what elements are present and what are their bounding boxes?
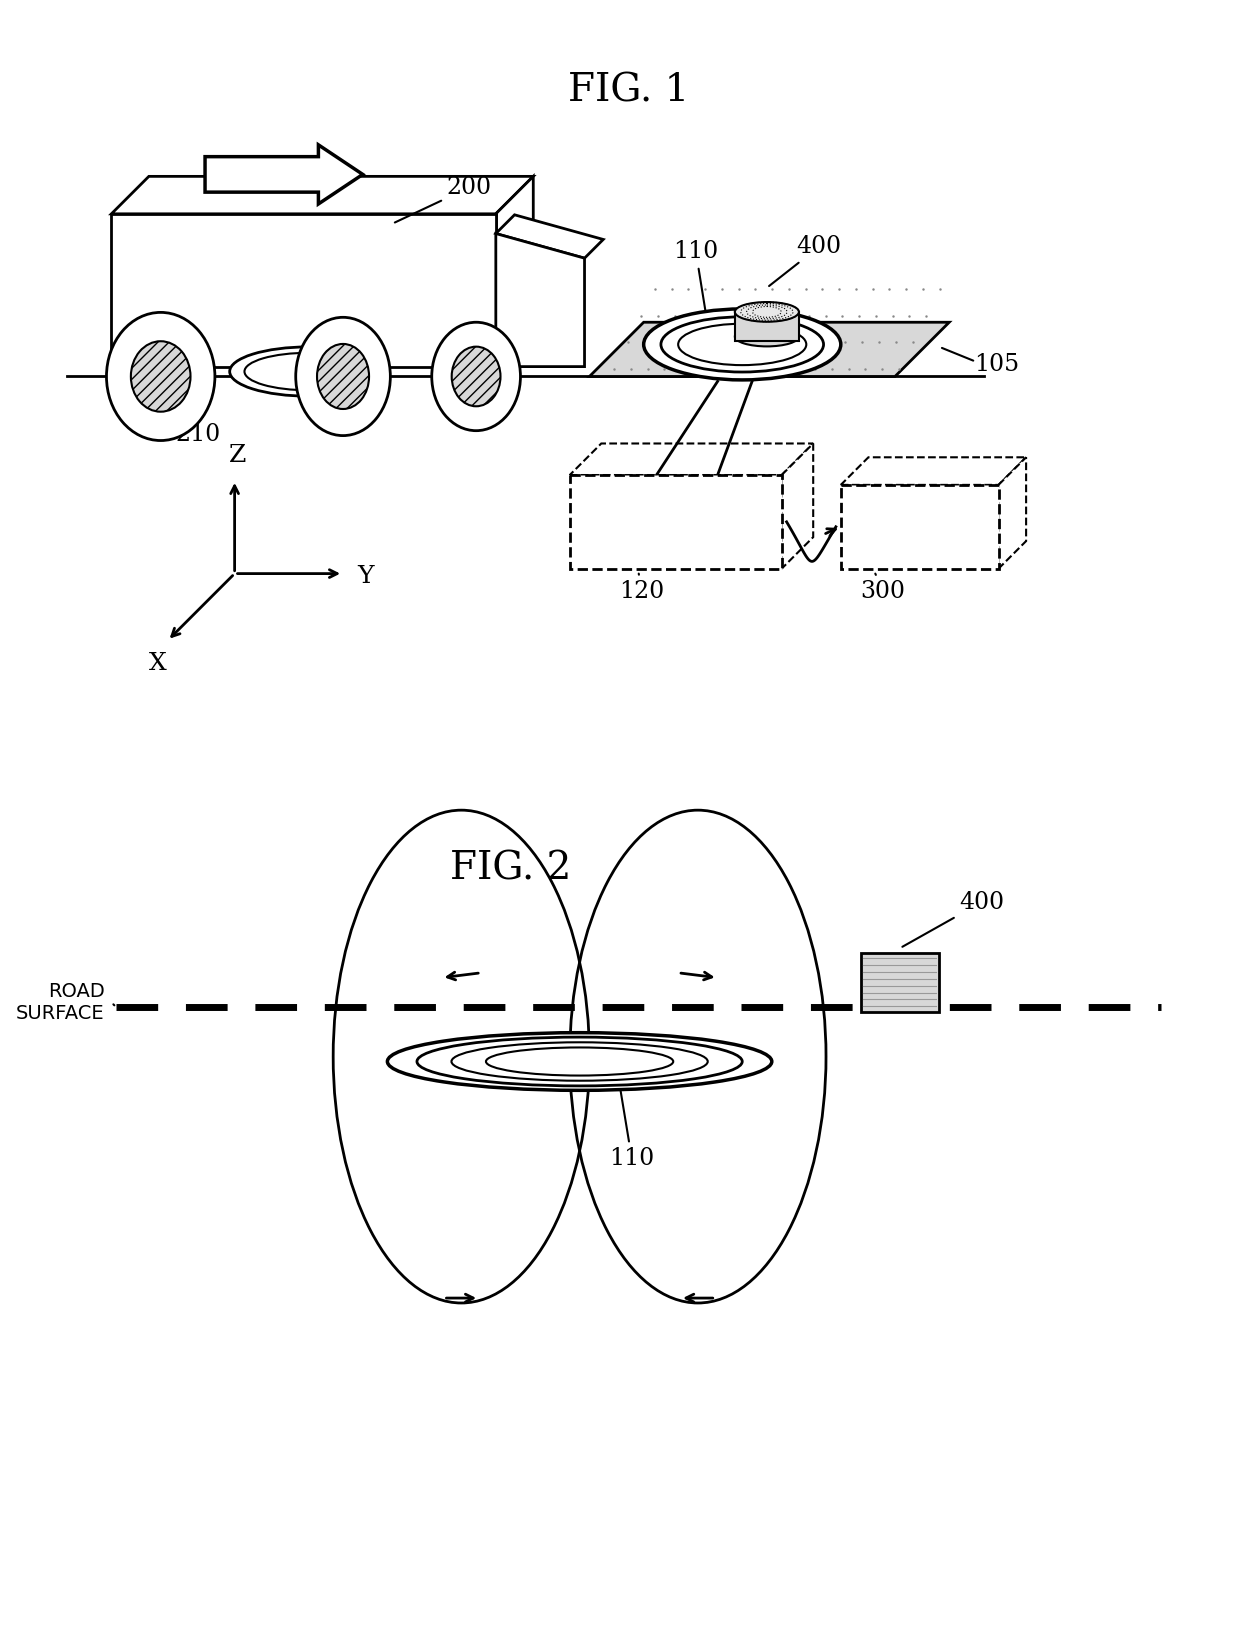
Text: ROAD
SURFACE: ROAD SURFACE (16, 982, 104, 1023)
Polygon shape (569, 443, 813, 475)
Text: 120: 120 (619, 573, 665, 603)
Ellipse shape (678, 323, 806, 365)
Text: 400: 400 (769, 235, 842, 286)
Polygon shape (589, 322, 950, 376)
Ellipse shape (486, 1048, 673, 1076)
Text: Z: Z (229, 443, 247, 466)
Text: FIG. 2: FIG. 2 (450, 851, 572, 888)
Text: 400: 400 (903, 890, 1004, 947)
Text: FIG. 1: FIG. 1 (568, 72, 689, 108)
Text: 210: 210 (176, 394, 221, 445)
Ellipse shape (451, 346, 501, 406)
Polygon shape (998, 456, 1027, 568)
Ellipse shape (451, 1043, 708, 1080)
Ellipse shape (735, 327, 799, 346)
Ellipse shape (229, 346, 387, 396)
Polygon shape (841, 456, 1027, 484)
Ellipse shape (295, 317, 391, 435)
Ellipse shape (244, 353, 372, 391)
Polygon shape (496, 215, 603, 258)
Text: Y: Y (357, 565, 373, 588)
Polygon shape (112, 176, 533, 213)
Polygon shape (496, 233, 584, 366)
Text: 110: 110 (673, 240, 718, 322)
Bar (735, 312, 799, 342)
Text: 200: 200 (394, 176, 491, 223)
Ellipse shape (735, 302, 799, 322)
Ellipse shape (644, 309, 841, 379)
Ellipse shape (317, 343, 370, 409)
Text: 110: 110 (609, 1084, 655, 1171)
Ellipse shape (131, 342, 191, 412)
Bar (112, 213, 496, 366)
Ellipse shape (107, 312, 215, 440)
Text: X: X (149, 652, 166, 675)
Ellipse shape (417, 1038, 743, 1085)
Text: 105: 105 (973, 353, 1019, 376)
Ellipse shape (432, 322, 521, 430)
Bar (841, 484, 998, 568)
Bar (569, 475, 781, 568)
Polygon shape (781, 443, 813, 568)
Polygon shape (205, 144, 363, 204)
Bar (861, 952, 940, 1011)
Polygon shape (496, 176, 533, 366)
Ellipse shape (661, 317, 823, 373)
Text: 300: 300 (861, 573, 905, 603)
Ellipse shape (387, 1033, 771, 1090)
